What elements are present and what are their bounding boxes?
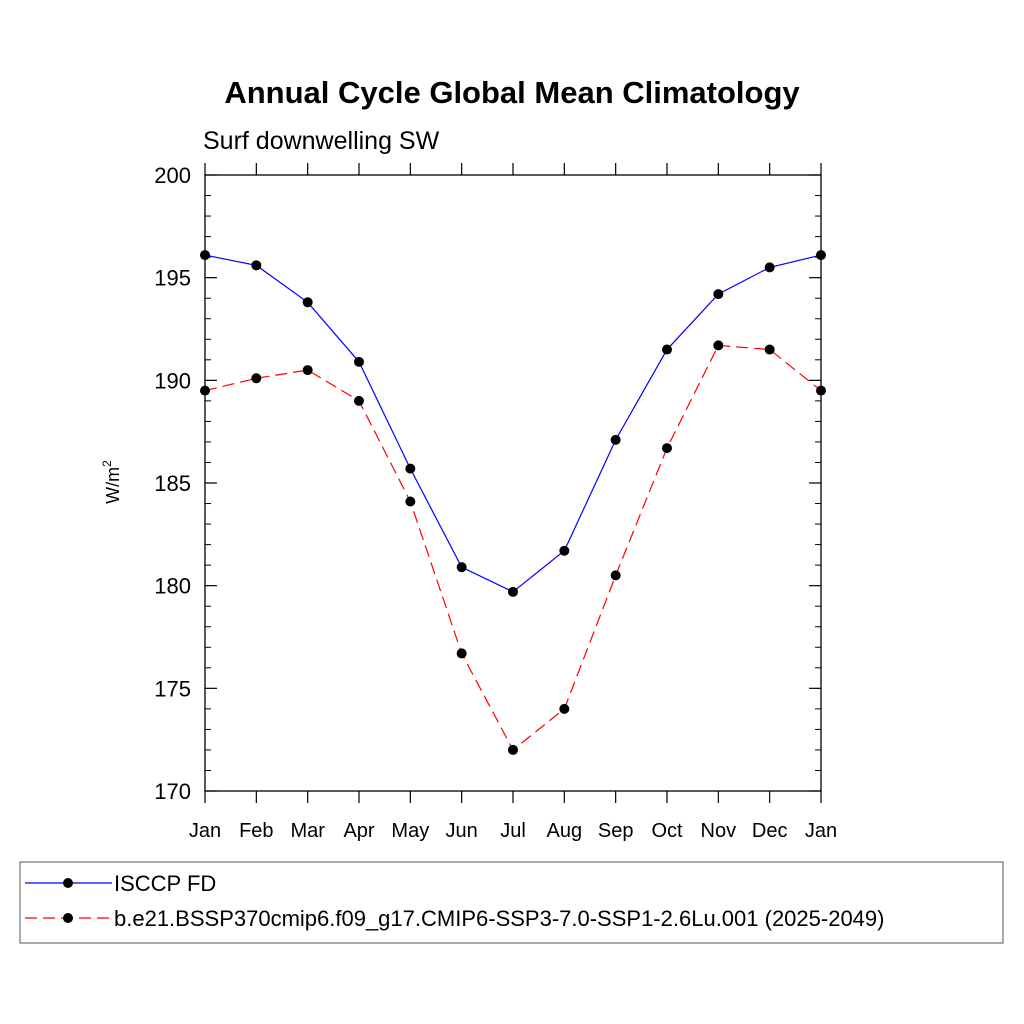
series-line-1 — [204, 254, 822, 593]
series-2-point — [302, 365, 313, 376]
series-1-point — [764, 262, 775, 273]
series-1-point — [559, 545, 570, 556]
series-1-point — [508, 586, 518, 597]
y-tick-label: 170 — [154, 779, 191, 804]
series-2-point — [764, 344, 775, 355]
y-tick-label: 175 — [154, 676, 191, 701]
x-tick-label: Apr — [343, 820, 374, 842]
series-2-point — [559, 703, 570, 714]
legend-box — [19, 861, 1004, 944]
chart-subtitle: Surf downwelling SW — [203, 127, 440, 155]
y-tick-label: 195 — [154, 266, 191, 291]
legend: ISCCP FD b.e21.BSSP370cmip6.f09_g17.CMIP6… — [19, 861, 1004, 944]
x-tick-label: Oct — [651, 820, 683, 842]
series-1-point — [456, 562, 467, 573]
series-2-point — [508, 744, 518, 755]
series-1-point — [662, 344, 672, 355]
series-2-point — [405, 496, 416, 507]
ticks-layer: 170 175 180 185 190 195 200 Jan Feb Mar Apr May Jun J… — [154, 163, 837, 842]
y-tick-label: 185 — [154, 471, 191, 496]
x-tick-label: Dec — [752, 820, 788, 842]
y-axis-label: W/m2 — [100, 460, 123, 504]
x-tick-label: Aug — [547, 820, 583, 842]
series-2-point — [610, 570, 621, 581]
series-2-point — [251, 373, 262, 384]
legend-marker-2 — [63, 913, 73, 923]
x-tick-label: Sep — [598, 820, 634, 842]
series-1-point — [354, 356, 364, 367]
x-tick-label: May — [391, 820, 429, 842]
y-axis-label-superscript: 2 — [100, 460, 114, 467]
series-1-point — [713, 289, 724, 300]
x-tick-label: Mar — [290, 820, 325, 842]
series-line-2 — [204, 344, 822, 751]
y-axis-label-unit: W/m — [103, 467, 123, 504]
x-tick-label: Jun — [446, 820, 478, 842]
legend-label-2: b.e21.BSSP370cmip6.f09_g17.CMIP6-SSP3-7.… — [114, 906, 884, 931]
plot-frame — [204, 174, 822, 792]
series-2-point — [456, 648, 467, 659]
series-layer — [200, 250, 826, 755]
y-tick-label: 200 — [154, 163, 191, 188]
x-tick-label: Jan — [805, 820, 837, 842]
legend-marker-1 — [63, 878, 73, 888]
legend-items: ISCCP FD b.e21.BSSP370cmip6.f09_g17.CMIP6… — [25, 871, 884, 931]
chart-title: Annual Cycle Global Mean Climatology — [224, 75, 800, 110]
series-1-point — [405, 463, 416, 474]
series-2-point — [713, 340, 724, 351]
x-tick-label: Nov — [701, 820, 737, 842]
series-2-point — [662, 443, 672, 454]
x-tick-label: Feb — [239, 820, 273, 842]
series-1-point — [302, 297, 313, 308]
x-tick-label: Jul — [500, 820, 526, 842]
y-tick-label: 190 — [154, 368, 191, 393]
x-tick-label: Jan — [189, 820, 221, 842]
series-2-point — [354, 395, 364, 406]
legend-label-1: ISCCP FD — [114, 871, 216, 896]
y-tick-label: 180 — [154, 574, 191, 599]
series-1-point — [251, 260, 262, 271]
series-1-point — [610, 434, 621, 445]
